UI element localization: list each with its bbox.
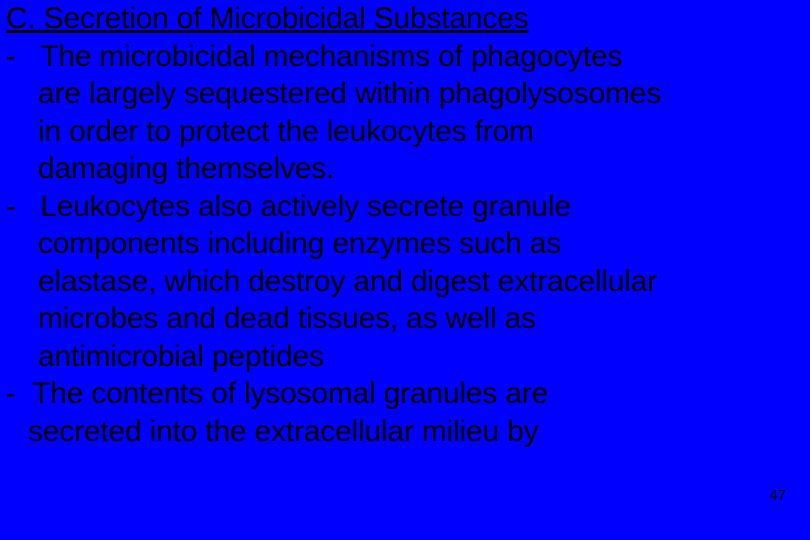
bullet-1: - The microbicidal mechanisms of phagocy… <box>6 38 800 188</box>
bullet-text: The microbicidal mechanisms of phagocyte… <box>40 40 622 73</box>
slide: C. Secretion of Microbicidal Substances … <box>0 0 810 540</box>
bullet-cont: elastase, which destroy and digest extra… <box>6 263 800 301</box>
bullet-cont: damaging themselves. <box>6 150 800 188</box>
bullet-dash: - <box>6 377 16 410</box>
bullet-2: - Leukocytes also actively secrete granu… <box>6 188 800 376</box>
bullet-text: The contents of lysosomal granules are <box>32 377 548 410</box>
page-number: 47 <box>769 487 786 504</box>
bullet-cont: are largely sequestered within phagolyso… <box>6 75 800 113</box>
bullet-cont: secreted into the extracellular milieu b… <box>6 413 800 451</box>
bullet-cont: microbes and dead tissues, as well as <box>6 300 800 338</box>
bullet-text: Leukocytes also actively secrete granule <box>40 190 571 223</box>
bullet-cont: in order to protect the leukocytes from <box>6 113 800 151</box>
bullet-cont: antimicrobial peptides <box>6 338 800 376</box>
bullet-3: - The contents of lysosomal granules are… <box>6 375 800 450</box>
slide-heading: C. Secretion of Microbicidal Substances <box>6 0 800 38</box>
bullet-dash: - <box>6 40 16 73</box>
bullet-cont: components including enzymes such as <box>6 225 800 263</box>
bullet-dash: - <box>6 190 16 223</box>
